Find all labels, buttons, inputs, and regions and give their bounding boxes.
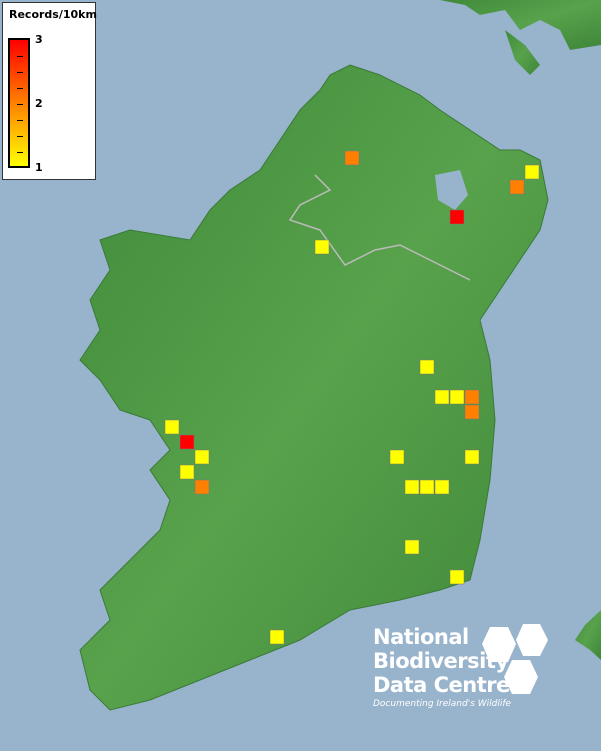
record-square[interactable] bbox=[509, 179, 525, 195]
record-square[interactable] bbox=[464, 404, 480, 420]
northern-ireland-border bbox=[288, 174, 471, 281]
record-square[interactable] bbox=[344, 150, 360, 166]
record-square[interactable] bbox=[194, 449, 210, 465]
plant-hexagon-icon bbox=[482, 627, 516, 662]
legend-max-label: 3 bbox=[35, 33, 43, 46]
record-square[interactable] bbox=[464, 389, 480, 405]
legend-tick bbox=[17, 136, 23, 137]
record-square[interactable] bbox=[404, 539, 420, 555]
lough-neagh bbox=[435, 170, 468, 210]
legend-tick bbox=[17, 72, 23, 73]
record-square[interactable] bbox=[419, 359, 435, 375]
record-square[interactable] bbox=[434, 479, 450, 495]
scotland-kintyre bbox=[505, 30, 540, 75]
record-square[interactable] bbox=[434, 389, 450, 405]
record-square[interactable] bbox=[449, 209, 465, 225]
legend-min-label: 1 bbox=[35, 161, 43, 174]
record-square[interactable] bbox=[464, 449, 480, 465]
nbdc-logo: National Biodiversity Data Centre Docume… bbox=[373, 625, 511, 709]
logo-hexagon-icons bbox=[482, 624, 548, 694]
record-square[interactable] bbox=[404, 479, 420, 495]
record-square[interactable] bbox=[179, 464, 195, 480]
record-square[interactable] bbox=[314, 239, 330, 255]
legend-tick bbox=[17, 56, 23, 57]
record-square[interactable] bbox=[179, 434, 195, 450]
legend-tick bbox=[17, 104, 23, 105]
record-square[interactable] bbox=[449, 569, 465, 585]
seahorse-hexagon-icon bbox=[504, 660, 538, 694]
record-square[interactable] bbox=[164, 419, 180, 435]
scotland-landmass bbox=[440, 0, 601, 50]
legend-mid-label: 2 bbox=[35, 97, 43, 110]
legend: Records/10km 3 2 1 bbox=[2, 2, 97, 180]
ireland-landmass bbox=[79, 64, 549, 711]
wales-landmass bbox=[575, 610, 601, 660]
record-square[interactable] bbox=[389, 449, 405, 465]
record-square[interactable] bbox=[449, 389, 465, 405]
legend-color-bar bbox=[8, 38, 30, 168]
record-square[interactable] bbox=[269, 629, 285, 645]
logo-line1: National bbox=[373, 625, 469, 649]
legend-tick bbox=[17, 88, 23, 89]
legend-tick bbox=[17, 152, 23, 153]
legend-tick bbox=[17, 120, 23, 121]
legend-title: Records/10km bbox=[9, 8, 97, 21]
record-squares bbox=[164, 150, 540, 645]
logo-tagline: Documenting Ireland's Wildlife bbox=[373, 699, 512, 709]
record-square[interactable] bbox=[524, 164, 540, 180]
record-square[interactable] bbox=[419, 479, 435, 495]
record-square[interactable] bbox=[194, 479, 210, 495]
logo-line3: Data Centre bbox=[373, 673, 510, 697]
butterfly-hexagon-icon bbox=[516, 624, 548, 656]
